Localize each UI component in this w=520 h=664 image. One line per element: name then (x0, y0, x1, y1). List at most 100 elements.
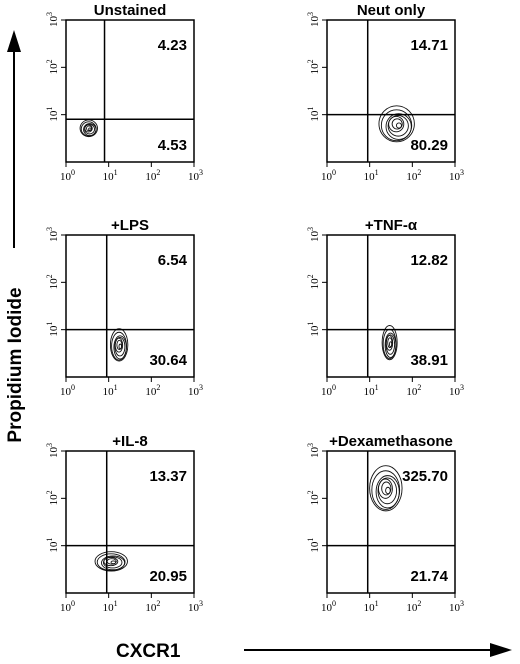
y-tick-label: 101 (306, 322, 321, 337)
upper-right-quadrant-value: 325.70 (402, 468, 448, 485)
x-tick-label: 100 (321, 599, 336, 614)
x-tick-label: 101 (103, 383, 118, 398)
density-contour (385, 486, 391, 495)
density-contour (111, 331, 127, 361)
x-tick-label: 100 (60, 168, 75, 183)
density-contour (96, 553, 126, 571)
density-contour (116, 339, 123, 351)
population-contours (109, 328, 129, 362)
panel-4: +IL-8 13.37 20.95 100 101 102 103 101 102 103 (45, 433, 203, 614)
y-tick-label: 102 (306, 274, 321, 289)
density-contour (94, 551, 128, 572)
y-tick-label: 103 (45, 227, 60, 242)
x-tick-label: 103 (449, 168, 464, 183)
y-tick-label: 102 (306, 59, 321, 74)
plot-frame (65, 19, 195, 163)
x-axis-label: CXCR1 (116, 641, 181, 662)
panel-title: +LPS (111, 217, 149, 234)
population-contours (94, 551, 128, 572)
lower-right-quadrant-value: 21.74 (410, 568, 448, 585)
plot-frame (326, 450, 456, 594)
population-contours (369, 465, 403, 512)
y-tick-label: 103 (306, 227, 321, 242)
density-contour (86, 125, 92, 132)
upper-right-quadrant-value: 6.54 (158, 252, 188, 269)
y-tick-label: 101 (306, 538, 321, 553)
density-contour (391, 118, 403, 130)
panel-5: +Dexamethasone 325.70 21.74 100 101 102 103 101… (306, 433, 464, 614)
y-tick-label: 101 (45, 538, 60, 553)
plot-frame (326, 19, 456, 163)
density-contour (109, 328, 129, 362)
x-tick-label: 101 (364, 599, 379, 614)
density-contour (80, 121, 97, 137)
population-contours (79, 119, 98, 138)
y-tick-label: 101 (306, 107, 321, 122)
population-contours (378, 105, 415, 143)
x-tick-label: 100 (60, 599, 75, 614)
y-tick-label: 101 (45, 322, 60, 337)
x-tick-label: 102 (145, 168, 160, 183)
panel-2: +LPS 6.54 30.64 100 101 102 103 101 102 103 (45, 217, 203, 398)
y-tick-label: 103 (306, 443, 321, 458)
density-contour (114, 336, 126, 357)
x-tick-label: 101 (103, 168, 118, 183)
panels: Unstained 4.23 4.53 100 101 102 103 101 102 103 Ne… (45, 2, 464, 614)
panel-3: +TNF-α 12.82 38.91 100 101 102 103 101 102 103 (306, 217, 464, 398)
density-contour (381, 325, 398, 361)
plot-frame (326, 234, 456, 378)
upper-right-quadrant-value: 13.37 (149, 468, 187, 485)
density-contour (387, 337, 393, 349)
density-contour (102, 556, 123, 569)
lower-right-quadrant-value: 4.53 (158, 137, 187, 154)
density-contour (377, 477, 398, 505)
x-tick-label: 103 (449, 599, 464, 614)
density-contour (380, 109, 413, 142)
x-tick-label: 103 (188, 168, 203, 183)
panel-title: +TNF-α (365, 217, 418, 234)
x-tick-label: 102 (406, 168, 421, 183)
lower-right-quadrant-value: 38.91 (410, 352, 448, 369)
x-axis-title: CXCR1 (116, 641, 512, 662)
panel-title: Neut only (357, 2, 426, 19)
upper-right-quadrant-value: 4.23 (158, 37, 187, 54)
y-tick-label: 103 (306, 12, 321, 27)
x-tick-label: 101 (103, 599, 118, 614)
panel-1: Neut only 14.71 80.29 100 101 102 103 101 102 103 (306, 2, 464, 183)
density-contour (369, 465, 403, 512)
panel-title: Unstained (94, 2, 167, 19)
density-contour (84, 124, 95, 135)
x-tick-label: 101 (364, 168, 379, 183)
y-axis-title: Propidium Iodide (5, 30, 26, 443)
y-axis-label: Propidium Iodide (5, 287, 26, 442)
y-axis-arrowhead (7, 30, 21, 52)
y-tick-label: 102 (45, 490, 60, 505)
plot-frame (65, 450, 195, 594)
lower-right-quadrant-value: 30.64 (149, 352, 187, 369)
panel-title: +Dexamethasone (329, 433, 453, 450)
x-tick-label: 100 (60, 383, 75, 398)
x-tick-label: 102 (406, 599, 421, 614)
density-contour (371, 470, 401, 510)
x-tick-label: 102 (145, 599, 160, 614)
x-tick-label: 103 (188, 383, 203, 398)
upper-right-quadrant-value: 14.71 (410, 37, 448, 54)
density-contour (387, 115, 409, 137)
x-tick-label: 102 (406, 383, 421, 398)
y-tick-label: 102 (306, 490, 321, 505)
density-contour (395, 122, 402, 129)
y-tick-label: 101 (45, 107, 60, 122)
x-axis-arrowhead (490, 643, 512, 657)
x-tick-label: 103 (449, 383, 464, 398)
x-tick-label: 102 (145, 383, 160, 398)
panel-title: +IL-8 (112, 433, 147, 450)
x-tick-label: 103 (188, 599, 203, 614)
x-tick-label: 101 (364, 383, 379, 398)
lower-right-quadrant-value: 20.95 (149, 568, 187, 585)
x-tick-label: 100 (321, 383, 336, 398)
plot-frame (65, 234, 195, 378)
population-contours (381, 325, 398, 361)
upper-right-quadrant-value: 12.82 (410, 252, 448, 269)
x-tick-label: 100 (321, 168, 336, 183)
